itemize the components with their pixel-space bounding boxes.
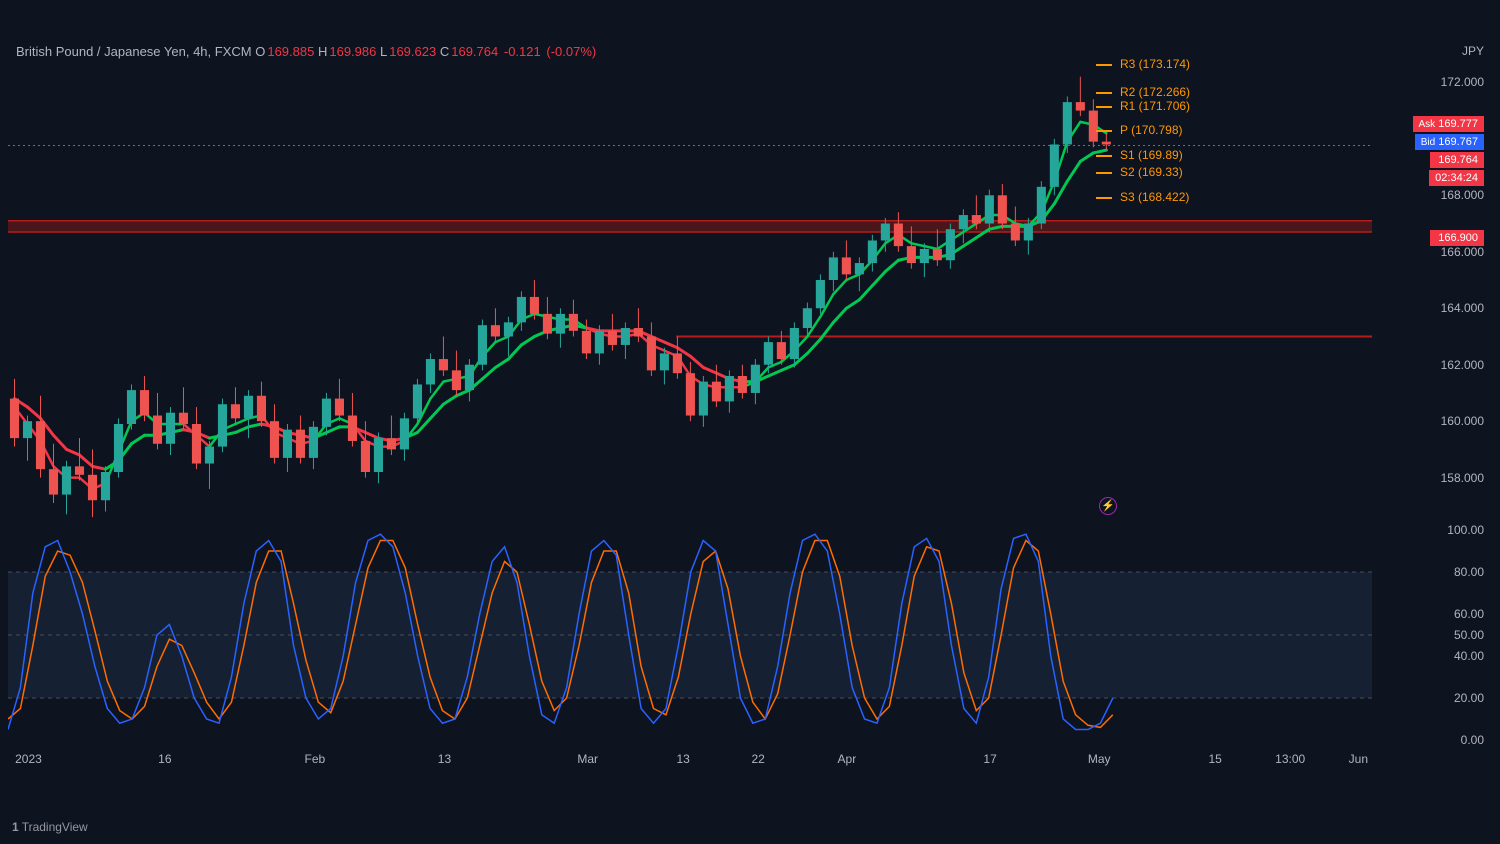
y-tick: 164.000 bbox=[1441, 301, 1484, 315]
bid-price-tag: Bid 169.767 bbox=[1415, 134, 1484, 150]
pivot-r1: R1 (171.706) bbox=[1096, 99, 1190, 113]
pivot-r3: R3 (173.174) bbox=[1096, 57, 1190, 71]
pivot-p: P (170.798) bbox=[1096, 123, 1183, 137]
ind-y-tick: 60.00 bbox=[1454, 607, 1484, 621]
pivot-s1: S1 (169.89) bbox=[1096, 148, 1183, 162]
x-tick: 13 bbox=[676, 752, 689, 766]
ohlc-c: 169.764 bbox=[451, 44, 498, 59]
ohlc-o-label: O bbox=[255, 44, 265, 59]
x-tick: 13:00 bbox=[1275, 752, 1305, 766]
ohlc-o: 169.885 bbox=[267, 44, 314, 59]
indicator-y-axis[interactable]: 0.0020.0040.0050.0060.0080.00100.00 bbox=[1384, 530, 1484, 740]
x-tick: 15 bbox=[1208, 752, 1221, 766]
x-tick: 22 bbox=[752, 752, 765, 766]
x-tick: 2023 bbox=[15, 752, 42, 766]
y-tick: 158.000 bbox=[1441, 471, 1484, 485]
x-tick: Apr bbox=[838, 752, 857, 766]
pivot-s3: S3 (168.422) bbox=[1096, 190, 1189, 204]
x-tick: 13 bbox=[438, 752, 451, 766]
stochastic-chart[interactable] bbox=[8, 530, 1372, 740]
countdown-tag: 02:34:24 bbox=[1429, 170, 1484, 186]
current-price-tag: 169.764 bbox=[1430, 152, 1484, 168]
x-tick: 16 bbox=[158, 752, 171, 766]
ohlc-c-label: C bbox=[440, 44, 449, 59]
time-x-axis[interactable]: 2023 16 Feb 13 Mar 13 22 Apr 17 May 15 13:00 Jun bbox=[8, 752, 1372, 776]
x-tick: Feb bbox=[305, 752, 326, 766]
lightning-icon[interactable]: ⚡ bbox=[1099, 497, 1117, 515]
ohlc-l: 169.623 bbox=[389, 44, 436, 59]
tv-logo-icon: 1 bbox=[12, 820, 18, 834]
pivot-s2: S2 (169.33) bbox=[1096, 165, 1183, 179]
ohlc-h-label: H bbox=[318, 44, 327, 59]
tv-brand: TradingView bbox=[22, 820, 88, 834]
x-tick: 17 bbox=[983, 752, 996, 766]
symbol-name: British Pound / Japanese Yen, 4h, FXCM bbox=[16, 44, 252, 59]
x-tick: Mar bbox=[577, 752, 598, 766]
ohlc-h: 169.986 bbox=[329, 44, 376, 59]
level-price-tag: 166.900 bbox=[1430, 230, 1484, 246]
symbol-header: British Pound / Japanese Yen, 4h, FXCM O… bbox=[16, 44, 596, 59]
ind-y-tick: 50.00 bbox=[1454, 628, 1484, 642]
ind-y-tick: 20.00 bbox=[1454, 691, 1484, 705]
x-tick: May bbox=[1088, 752, 1111, 766]
pivot-r2: R2 (172.266) bbox=[1096, 85, 1190, 99]
ind-y-tick: 80.00 bbox=[1454, 565, 1484, 579]
y-tick: 168.000 bbox=[1441, 188, 1484, 202]
price-change-pct: (-0.07%) bbox=[546, 44, 596, 59]
y-tick: 166.000 bbox=[1441, 245, 1484, 259]
ohlc-l-label: L bbox=[380, 44, 387, 59]
price-y-axis[interactable]: JPY 158.000160.000162.000164.000166.0001… bbox=[1384, 40, 1484, 520]
price-change: -0.121 bbox=[504, 44, 541, 59]
tradingview-logo[interactable]: 1 TradingView bbox=[12, 820, 88, 834]
y-tick: 172.000 bbox=[1441, 75, 1484, 89]
x-tick: Jun bbox=[1349, 752, 1368, 766]
ind-y-tick: 0.00 bbox=[1461, 733, 1484, 747]
ask-price-tag: Ask 169.777 bbox=[1413, 116, 1485, 132]
ind-y-tick: 40.00 bbox=[1454, 649, 1484, 663]
y-tick: 160.000 bbox=[1441, 414, 1484, 428]
y-tick: 162.000 bbox=[1441, 358, 1484, 372]
ind-y-tick: 100.00 bbox=[1447, 523, 1484, 537]
currency-label: JPY bbox=[1462, 44, 1484, 58]
